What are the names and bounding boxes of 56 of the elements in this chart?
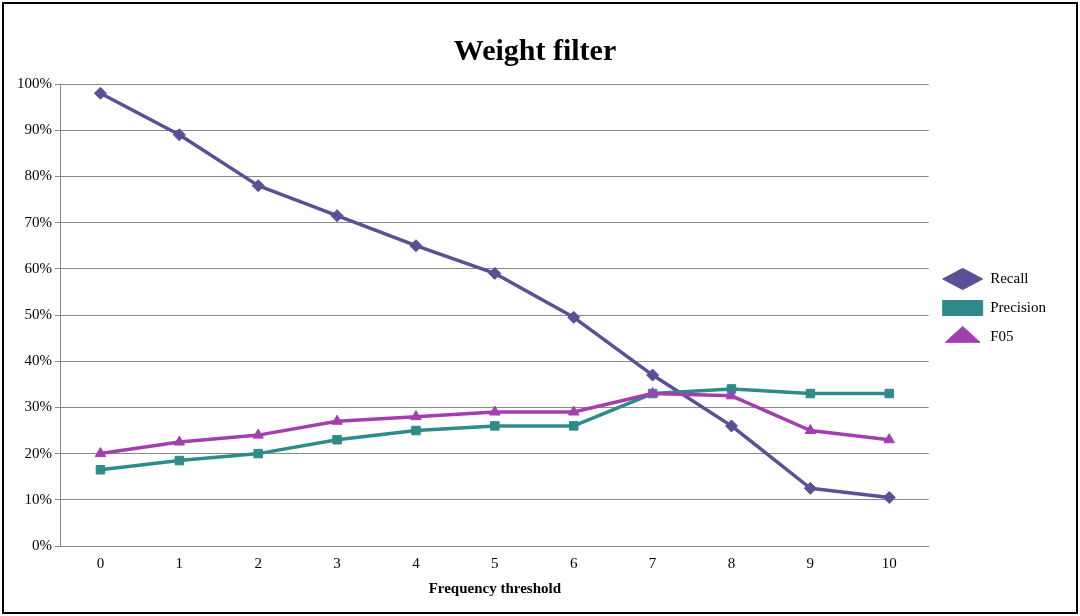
legend-label: Precision xyxy=(990,298,1047,315)
x-tick-label: 4 xyxy=(412,554,421,571)
y-tick-label: 100% xyxy=(17,74,52,91)
point xyxy=(252,428,264,439)
point xyxy=(724,419,738,433)
point xyxy=(330,209,344,223)
point xyxy=(489,405,501,416)
chart-title: Weight filter xyxy=(453,32,617,66)
point xyxy=(884,388,894,399)
x-tick-label: 9 xyxy=(806,554,815,571)
point xyxy=(804,424,817,434)
point xyxy=(883,433,895,444)
y-tick-label: 40% xyxy=(24,352,52,369)
x-tick-label: 5 xyxy=(491,554,499,571)
legend-label: F05 xyxy=(990,327,1014,344)
point xyxy=(253,448,263,459)
point xyxy=(93,86,107,100)
x-tick-label: 6 xyxy=(569,554,578,571)
y-tick-label: 0% xyxy=(32,536,52,553)
y-tick-label: 50% xyxy=(24,305,52,322)
y-tick-label: 20% xyxy=(24,444,52,461)
point xyxy=(568,405,580,416)
point xyxy=(172,128,186,142)
x-tick-label: 3 xyxy=(333,554,341,571)
point xyxy=(803,481,817,495)
point xyxy=(332,435,342,445)
point xyxy=(174,455,185,466)
x-tick-label: 10 xyxy=(881,554,897,571)
point xyxy=(411,425,421,436)
y-tick-label: 30% xyxy=(24,398,52,415)
x-tick-label: 7 xyxy=(648,554,657,571)
y-tick-label: 80% xyxy=(24,167,52,184)
point xyxy=(410,410,422,421)
x-tick-label: 1 xyxy=(175,554,184,571)
point xyxy=(251,179,265,193)
x-tick-label: 2 xyxy=(254,554,262,571)
x-axis-title: Frequency threshold xyxy=(428,579,562,596)
point xyxy=(646,368,660,382)
y-tick-label: 60% xyxy=(24,259,52,276)
y-tick-label: 90% xyxy=(24,121,52,138)
x-tick-label: 8 xyxy=(727,554,736,571)
point xyxy=(409,239,423,253)
y-tick-label: 70% xyxy=(24,213,52,230)
point xyxy=(95,465,106,475)
point xyxy=(568,421,579,431)
x-tick-label: 0 xyxy=(96,554,105,571)
legend-label: Recall xyxy=(990,269,1029,286)
point xyxy=(331,414,343,425)
point xyxy=(805,388,816,399)
y-tick-label: 10% xyxy=(24,490,52,507)
point xyxy=(94,447,107,458)
point xyxy=(490,421,500,431)
point xyxy=(488,266,502,280)
point xyxy=(173,435,186,446)
point xyxy=(567,310,581,324)
point xyxy=(882,490,896,504)
